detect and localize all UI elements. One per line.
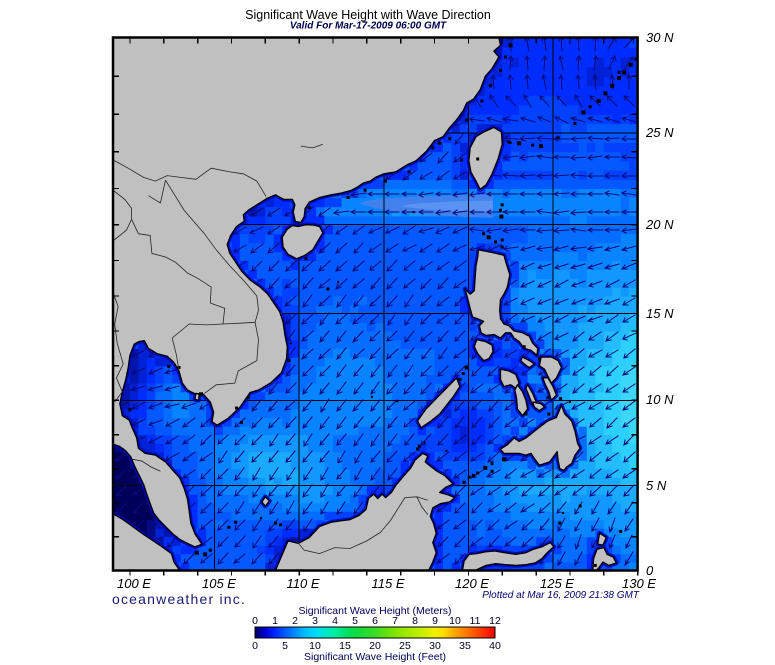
svg-text:10 N: 10 N (646, 392, 674, 407)
svg-text:12: 12 (489, 615, 501, 627)
svg-text:100 E: 100 E (117, 576, 151, 591)
svg-text:130 E: 130 E (622, 576, 656, 591)
svg-text:11: 11 (470, 615, 481, 627)
svg-text:5: 5 (282, 640, 288, 652)
svg-text:Significant Wave Height (Meter: Significant Wave Height (Meters) (298, 605, 451, 617)
svg-text:30 N: 30 N (646, 30, 674, 45)
svg-text:25: 25 (399, 640, 411, 652)
svg-text:9: 9 (432, 615, 438, 627)
svg-text:20 N: 20 N (645, 217, 674, 232)
svg-text:115 E: 115 E (371, 576, 404, 591)
svg-text:20: 20 (369, 640, 381, 652)
svg-text:4: 4 (332, 615, 338, 627)
svg-text:105 E: 105 E (202, 576, 236, 591)
svg-text:35: 35 (459, 640, 471, 652)
svg-text:15: 15 (339, 640, 351, 652)
svg-text:5 N: 5 N (646, 478, 667, 493)
svg-text:6: 6 (372, 615, 378, 627)
svg-text:Valid For Mar-17-2009 06:00 GM: Valid For Mar-17-2009 06:00 GMT (290, 21, 447, 32)
svg-text:2: 2 (292, 615, 298, 627)
svg-text:3: 3 (312, 615, 318, 627)
svg-text:30: 30 (429, 640, 441, 652)
svg-text:5: 5 (352, 615, 358, 627)
svg-text:Significant Wave Height (Feet): Significant Wave Height (Feet) (304, 651, 446, 663)
svg-text:120 E: 120 E (455, 576, 489, 591)
svg-text:125 E: 125 E (540, 576, 574, 591)
svg-text:0: 0 (646, 563, 654, 578)
svg-text:8: 8 (412, 615, 418, 627)
svg-text:Significant Wave Height with W: Significant Wave Height with Wave Direct… (245, 8, 491, 22)
svg-text:10: 10 (309, 640, 321, 652)
svg-text:40: 40 (489, 640, 501, 652)
svg-text:15 N: 15 N (646, 306, 674, 321)
svg-text:0: 0 (252, 640, 258, 652)
svg-text:0: 0 (252, 615, 258, 627)
svg-text:25 N: 25 N (645, 125, 674, 140)
svg-text:Plotted at Mar 16, 2009 21:38: Plotted at Mar 16, 2009 21:38 GMT (482, 590, 640, 601)
svg-text:10: 10 (449, 615, 461, 627)
svg-text:oceanweather inc.: oceanweather inc. (112, 591, 246, 607)
svg-text:7: 7 (392, 615, 398, 627)
svg-text:110 E: 110 E (286, 576, 319, 591)
svg-text:1: 1 (272, 615, 278, 627)
